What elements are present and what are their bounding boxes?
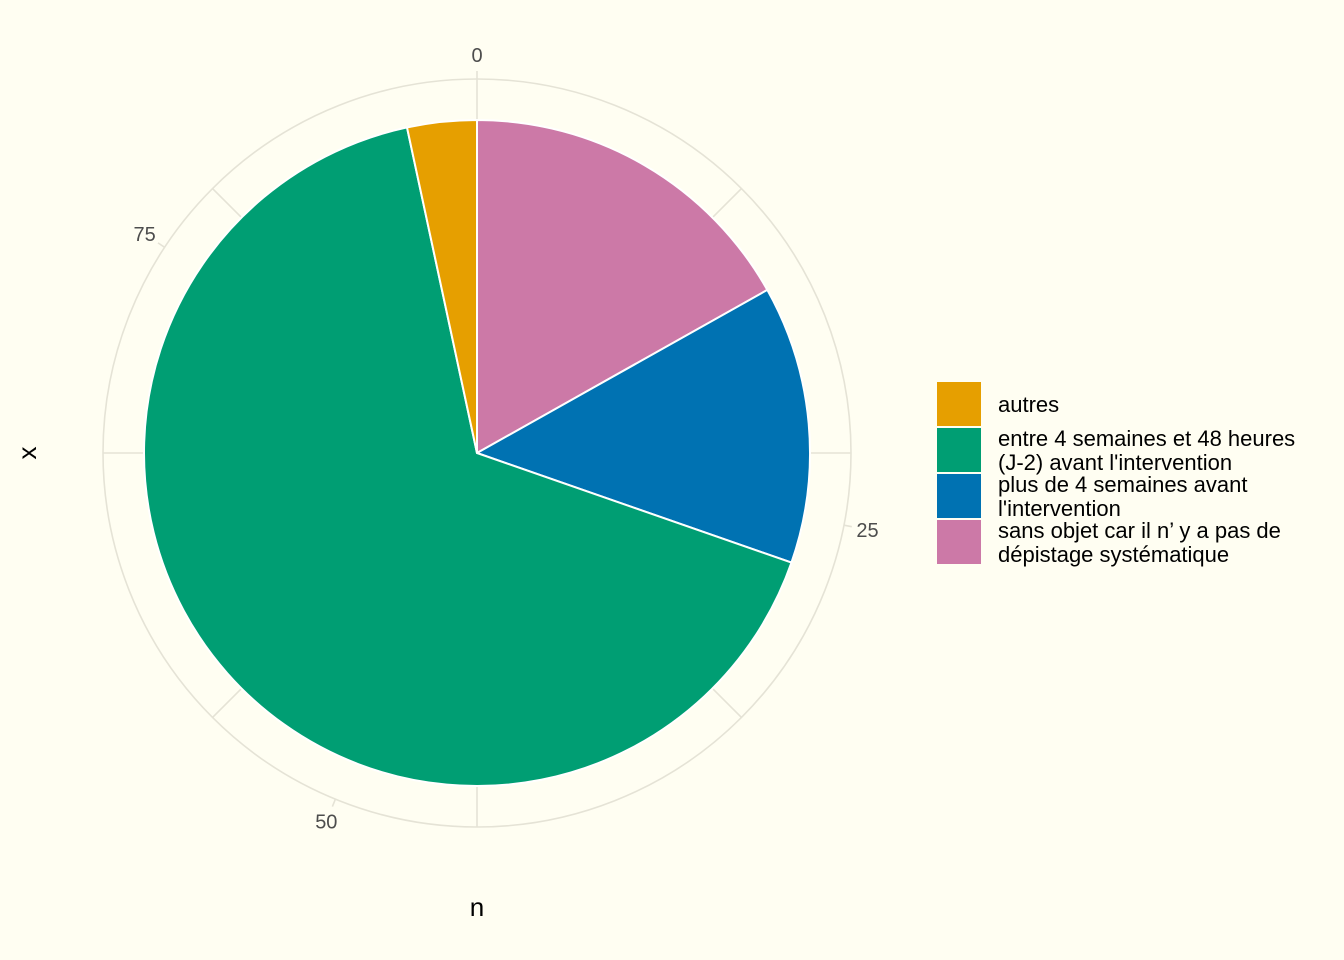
legend-key-0 xyxy=(937,382,981,426)
tick-label-0: 0 xyxy=(471,45,482,67)
y-axis-title: x xyxy=(12,447,42,460)
x-axis-title: n xyxy=(470,892,484,922)
legend-key-3 xyxy=(937,520,981,564)
legend-label-2: plus de 4 semaines avant l'intervention xyxy=(998,472,1248,521)
tick-mark xyxy=(331,798,337,807)
pie-slices xyxy=(143,119,811,787)
grid-spoke xyxy=(211,187,244,220)
legend-label-1: entre 4 semaines et 48 heures (J-2) avant… xyxy=(998,426,1295,475)
polar-grid xyxy=(102,71,852,828)
angle-tick-labels: 0 25 50 75 xyxy=(133,45,878,833)
legend: autres entre 4 semaines et 48 heures (J-2)… xyxy=(937,382,1295,567)
grid-spoke xyxy=(710,187,743,220)
tick-label-75: 75 xyxy=(133,224,155,246)
pie-slice-2 xyxy=(143,126,793,787)
tick-mark xyxy=(157,242,166,248)
pie-slice-0 xyxy=(476,119,769,454)
legend-key-1 xyxy=(937,428,981,472)
legend-label-3: sans objet car il n’ y a pas de dépistage… xyxy=(998,518,1281,567)
legend-label-0: autres xyxy=(998,392,1059,417)
tick-label-25: 25 xyxy=(856,520,878,542)
tick-label-50: 50 xyxy=(315,811,337,833)
grid-spoke xyxy=(211,686,244,719)
grid-spoke xyxy=(710,686,743,719)
legend-key-2 xyxy=(937,474,981,518)
tick-mark xyxy=(843,524,852,528)
pie-slice-3 xyxy=(405,119,478,454)
pie-slice-1 xyxy=(476,288,811,564)
